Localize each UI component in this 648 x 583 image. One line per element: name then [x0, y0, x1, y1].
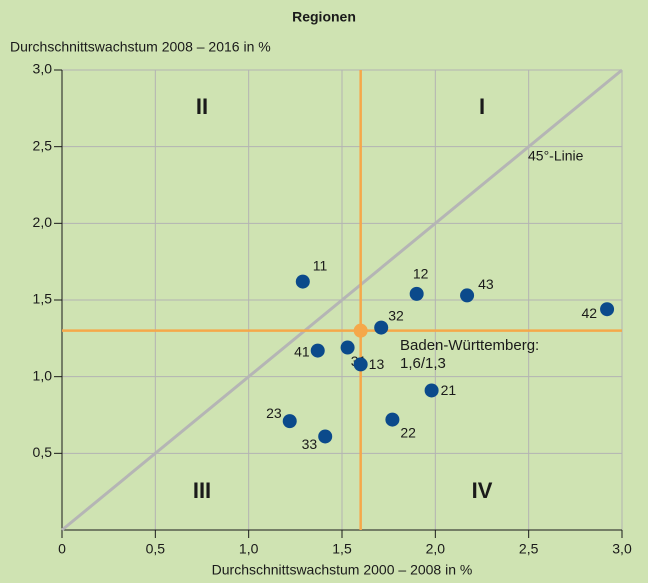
point-label: 12	[413, 266, 429, 282]
point-label: 32	[388, 307, 404, 323]
y-tick-label: 1,0	[33, 367, 53, 383]
point	[295, 274, 310, 289]
point-label: 33	[302, 436, 318, 452]
point	[310, 343, 325, 358]
diagonal	[61, 68, 623, 532]
y-tick-label: 0,5	[33, 444, 53, 460]
x-tick-label: 2,5	[519, 541, 539, 557]
point	[409, 286, 424, 301]
y-tick-label: 3,0	[33, 61, 53, 77]
quadrant-label: I	[479, 94, 485, 119]
highlight-label: 1,6/1,3	[400, 355, 446, 372]
point-label: 21	[441, 382, 457, 398]
point-label: 13	[369, 356, 385, 372]
point-label: 23	[266, 405, 282, 421]
diagonal-label: 45°-Linie	[528, 148, 584, 164]
quadrant-label: IV	[472, 478, 493, 503]
point	[318, 429, 333, 444]
point	[374, 320, 389, 335]
y-tick-label: 2,5	[33, 137, 53, 153]
x-tick-label: 0	[58, 541, 66, 557]
chart-title: Regionen	[292, 9, 356, 25]
point	[460, 288, 475, 303]
quadrant-label: III	[193, 478, 211, 503]
point	[282, 414, 297, 429]
highlight-label: Baden-Württemberg:	[400, 337, 539, 354]
point-label: 22	[400, 424, 416, 440]
point-label: 11	[313, 257, 328, 273]
highlight-point	[353, 323, 368, 338]
point	[385, 412, 400, 427]
x-tick-label: 3,0	[612, 541, 632, 557]
point-label: 43	[478, 276, 494, 292]
x-tick-label: 0,5	[146, 541, 166, 557]
point	[353, 357, 368, 372]
x-tick-label: 1,0	[239, 541, 259, 557]
y-axis-label: Durchschnittswachstum 2008 – 2016 in %	[10, 39, 271, 55]
point-label: 41	[294, 343, 310, 359]
quadrant-label: II	[196, 94, 208, 119]
x-axis-label: Durchschnittswachstum 2000 – 2008 in %	[212, 562, 473, 578]
point	[340, 340, 355, 355]
x-tick-label: 2,0	[426, 541, 446, 557]
y-tick-label: 2,0	[33, 214, 53, 230]
point	[600, 302, 615, 317]
x-tick-label: 1,5	[332, 541, 352, 557]
y-tick-label: 1,5	[33, 291, 53, 307]
point	[424, 383, 439, 398]
point-label: 42	[581, 305, 597, 321]
